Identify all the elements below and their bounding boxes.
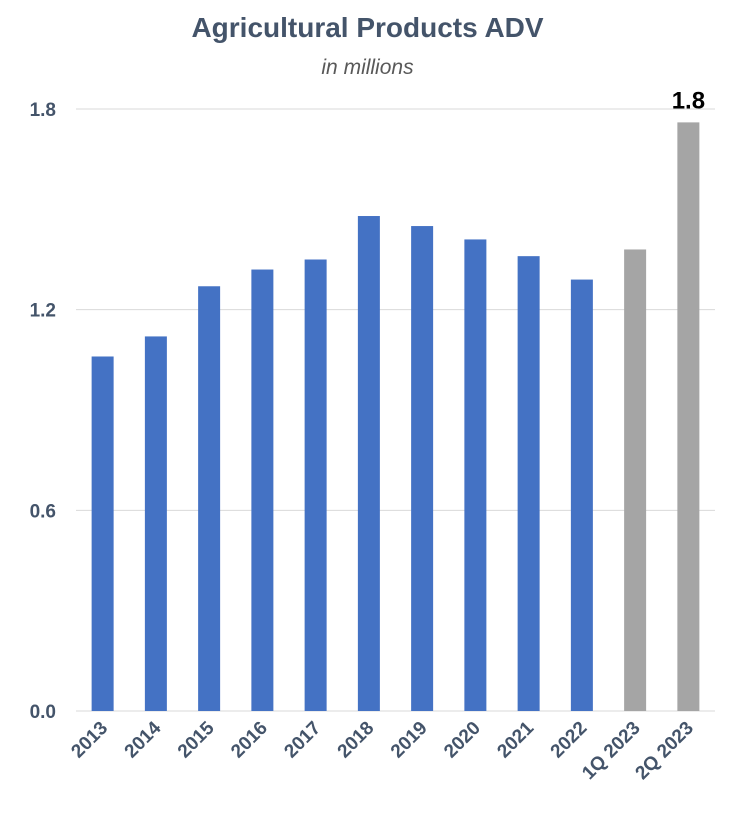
bar bbox=[464, 239, 487, 711]
bar bbox=[91, 356, 114, 711]
bar bbox=[144, 336, 167, 711]
x-tick-label: 2013 bbox=[67, 718, 112, 763]
x-tick-label: 1Q 2023 bbox=[578, 718, 644, 784]
x-tick-label: 2014 bbox=[121, 717, 166, 762]
x-tick-label: 2018 bbox=[334, 718, 379, 763]
y-tick-label: 0.6 bbox=[30, 501, 56, 522]
x-tick-label: 2022 bbox=[547, 718, 592, 763]
bar bbox=[570, 279, 593, 711]
y-tick-label: 1.8 bbox=[30, 100, 56, 121]
x-tick-label: 2019 bbox=[387, 718, 432, 763]
bar bbox=[624, 249, 647, 711]
bar bbox=[251, 269, 274, 711]
x-tick-label: 2021 bbox=[493, 717, 538, 762]
chart-subtitle: in millions bbox=[321, 56, 414, 79]
bar bbox=[357, 216, 380, 711]
bar bbox=[304, 259, 327, 711]
bar bbox=[517, 256, 540, 711]
data-label: 1.8 bbox=[672, 87, 705, 114]
bar bbox=[677, 122, 700, 711]
x-tick-label: 2Q 2023 bbox=[632, 718, 698, 784]
x-tick-label: 2015 bbox=[174, 717, 219, 762]
chart-title: Agricultural Products ADV bbox=[191, 12, 544, 43]
bar bbox=[198, 286, 221, 711]
y-tick-label: 0.0 bbox=[30, 702, 56, 723]
x-tick-label: 2016 bbox=[227, 718, 272, 763]
x-tick-label: 2020 bbox=[440, 718, 485, 763]
y-tick-label: 1.2 bbox=[30, 301, 56, 322]
bar bbox=[411, 226, 434, 712]
x-tick-label: 2017 bbox=[280, 718, 325, 763]
